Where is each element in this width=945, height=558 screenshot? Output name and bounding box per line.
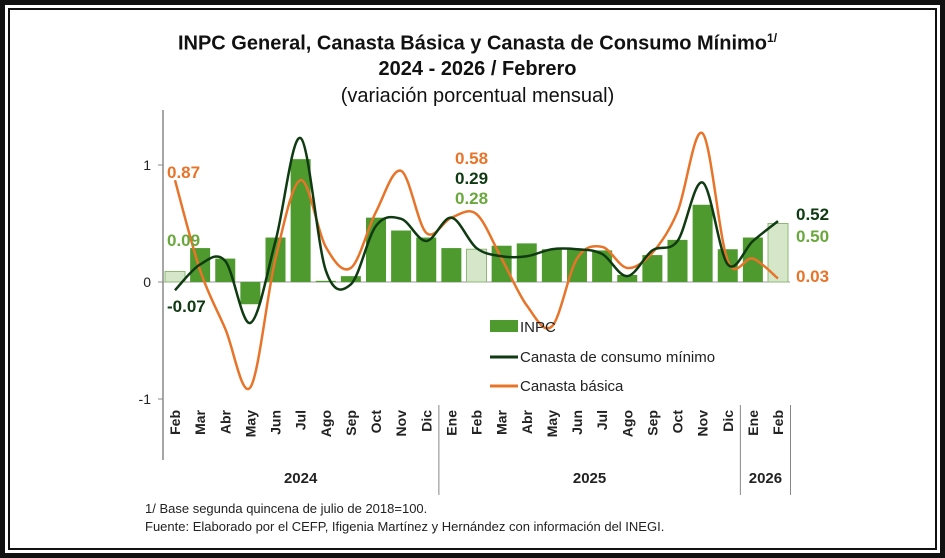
month-label: May <box>544 410 560 437</box>
legend-label: Canasta básica <box>520 378 624 395</box>
inpc-bar <box>491 245 512 282</box>
month-label: Jun <box>569 410 585 435</box>
month-label: Mar <box>192 409 208 434</box>
label-inpc-end: 0.50 <box>796 227 830 246</box>
month-label: Oct <box>670 410 686 434</box>
inpc-bar <box>441 248 462 282</box>
inpc-bar <box>617 274 638 282</box>
inpc-bar <box>315 280 336 282</box>
month-label: Jun <box>268 410 284 435</box>
canasta-basica-line <box>173 131 779 391</box>
label-basica-mid: 0.58 <box>455 149 489 168</box>
title-footnote-mark: 1/ <box>767 31 778 45</box>
month-label: Nov <box>695 410 711 437</box>
month-label: Ene <box>745 410 761 436</box>
label-basica-end: 0.03 <box>796 267 830 286</box>
month-label: May <box>242 410 258 437</box>
month-label: Abr <box>217 409 233 434</box>
label-inpc-start: 0.09 <box>167 231 201 250</box>
inpc-bar <box>466 248 487 283</box>
inpc-bar <box>516 243 537 282</box>
month-label: Jul <box>293 410 309 430</box>
month-label: Feb <box>770 410 786 435</box>
chart-subtitle: 2024 - 2026 / Febrero <box>378 58 577 80</box>
inpc-bar <box>416 237 437 282</box>
chart-units: (variación porcentual mensual) <box>340 85 615 107</box>
month-label: Ago <box>318 410 334 437</box>
inpc-bar <box>667 239 688 282</box>
month-label: Oct <box>368 410 384 434</box>
month-label: Dic <box>720 410 736 432</box>
title-text: INPC General, Canasta Básica y Canasta d… <box>177 32 768 55</box>
month-label: Jul <box>594 410 610 430</box>
inpc-bar <box>240 282 261 305</box>
month-label: Ene <box>443 410 459 436</box>
inpc-bar <box>692 204 713 282</box>
legend-inpc-swatch <box>490 320 518 332</box>
month-label: Sep <box>644 410 660 436</box>
inpc-bar <box>642 255 663 282</box>
inpc-bar <box>391 230 412 282</box>
month-label: Feb <box>469 410 485 435</box>
inpc-bar <box>541 249 562 282</box>
inpc-bar <box>164 270 186 283</box>
label-basica-start: 0.87 <box>167 163 201 182</box>
label-consumo-start: -0.07 <box>167 297 206 316</box>
y-tick-label: -1 <box>139 391 152 407</box>
month-label: Ago <box>619 410 635 437</box>
year-label: 2025 <box>573 470 606 487</box>
inpc-bar <box>767 223 789 283</box>
footnote: 1/ Base segunda quincena de julio de 201… <box>145 501 428 516</box>
month-label: Nov <box>393 410 409 437</box>
label-consumo-mid: 0.29 <box>455 169 489 188</box>
source-note: Fuente: Elaborado por el CEFP, Ifigenia … <box>145 519 665 534</box>
chart-title: INPC General, Canasta Básica y Canasta d… <box>5 31 940 56</box>
y-tick-label: 1 <box>143 157 151 173</box>
month-label: Dic <box>418 410 434 432</box>
y-tick-label: 0 <box>143 274 151 290</box>
canasta-consumo-line <box>174 136 779 325</box>
year-label: 2024 <box>284 470 318 487</box>
label-inpc-mid: 0.28 <box>455 189 489 208</box>
month-label: Mar <box>494 409 510 434</box>
year-label: 2026 <box>749 470 782 487</box>
month-label: Feb <box>167 410 183 435</box>
plot-area: 1 0 -1 Feb Mar Abr May Jun Jul Ago Sep Oct Nov Dic Ene… <box>139 110 791 495</box>
inpc-bar <box>215 258 236 282</box>
inpc-bar <box>340 276 361 282</box>
month-label: Sep <box>343 410 359 436</box>
legend-label: Canasta de consumo mínimo <box>520 349 715 366</box>
inpc-bar <box>290 159 311 282</box>
legend-label: INPC <box>520 319 556 336</box>
month-label: Abr <box>519 409 535 434</box>
label-consumo-end: 0.52 <box>796 205 830 224</box>
